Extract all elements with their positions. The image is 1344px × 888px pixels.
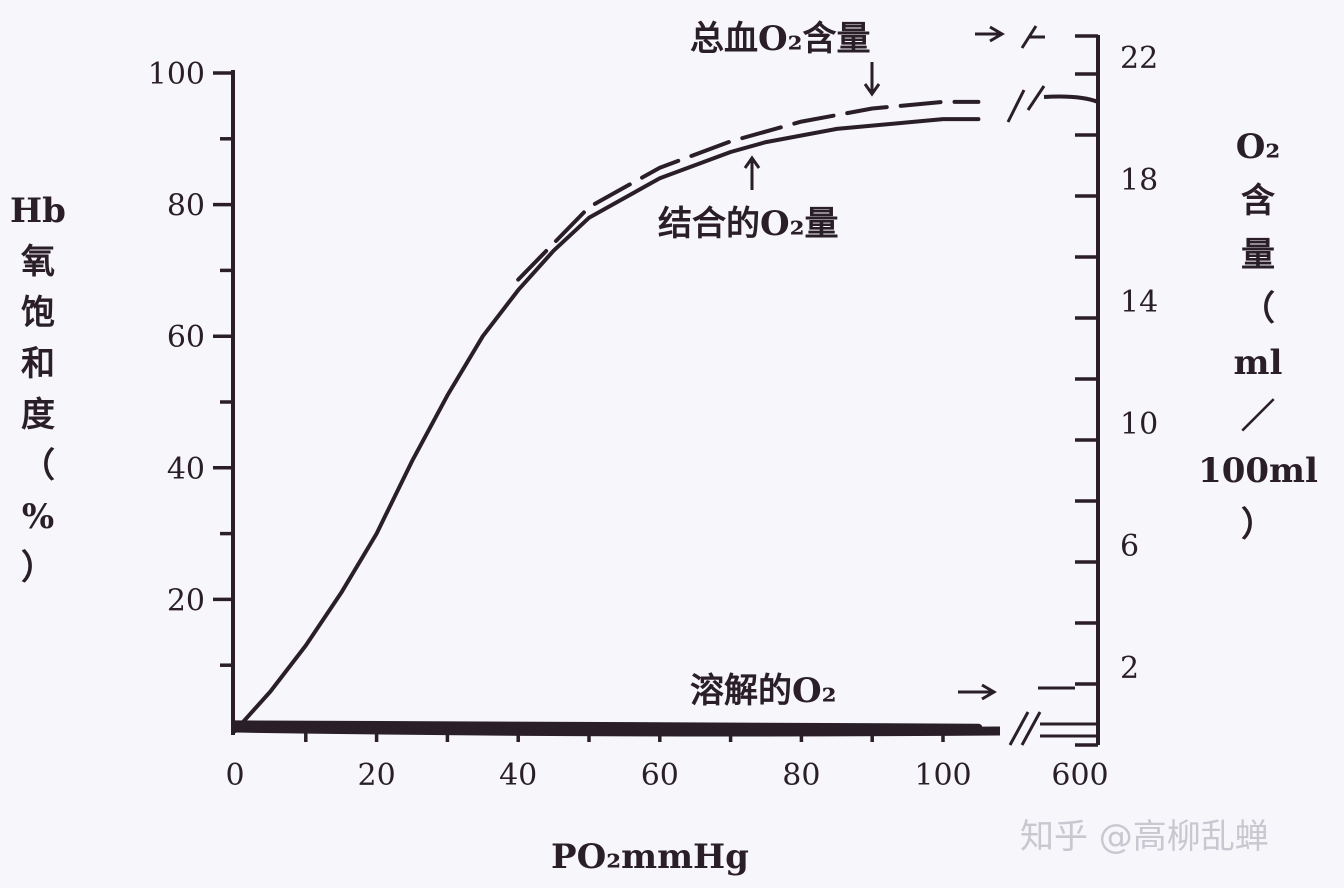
watermark: 知乎 @高柳乱蝉 [1020, 817, 1269, 857]
y-left-label-part: ） [21, 548, 55, 588]
arrow-down-icon [863, 62, 881, 97]
y-right-label-part: ml [1234, 343, 1283, 383]
y-left-tick-label: 60 [167, 320, 205, 355]
arrow-right-icon [958, 683, 997, 701]
y-left-tick-label: 40 [167, 452, 205, 487]
y-left-tick-label: 80 [167, 189, 205, 224]
x-tick-label: 60 [641, 758, 679, 793]
y-left-label-part: 和 [21, 344, 55, 384]
y-right-label-part: 量 [1241, 235, 1275, 275]
y-left-tick-label: 20 [167, 583, 205, 618]
y-right-label-part: 含 [1241, 181, 1276, 221]
annotation-total: 总血O₂含量 [690, 19, 871, 59]
y-left-label-part: 饱 [21, 293, 55, 333]
annotation-dissolved: 溶解的O₂ [690, 671, 837, 711]
x-tick-label: 80 [782, 758, 820, 793]
y-right-tick-label: 6 [1120, 529, 1139, 564]
y-right-label-part: ） [1241, 505, 1275, 545]
x-tick-label: 40 [499, 758, 537, 793]
axis-segment-600 [1040, 722, 1098, 738]
axis-break-bottom [1008, 711, 1042, 746]
y-left-label-part: 度 [21, 395, 55, 435]
series [231, 99, 983, 733]
y-right-label-part: O₂ [1236, 127, 1281, 167]
y-right-tick-label: 18 [1120, 163, 1158, 198]
y-left-label-part: （ [21, 446, 55, 486]
x-axis [232, 723, 1001, 737]
y-right-label-part: 100ml [1198, 451, 1318, 491]
x-tick-label: 600 [1051, 758, 1108, 793]
y-right-tick-label: 10 [1120, 407, 1158, 442]
y-right-tick-label: 2 [1120, 651, 1139, 686]
x-tick-label: 20 [358, 758, 396, 793]
y-right-tick-label: 22 [1120, 41, 1158, 76]
total-600-segment [1043, 94, 1099, 104]
axis-break-top [1006, 85, 1046, 123]
y-right-label-part: （ [1241, 289, 1275, 329]
y-left-tick-label: 100 [148, 57, 205, 92]
series-line-0 [233, 117, 981, 733]
x-tick-label: 100 [914, 758, 971, 793]
x-tick-label: 0 [225, 758, 244, 793]
x-axis-label: PO₂mmHg [551, 837, 749, 877]
y-right-label-part: ／ [1241, 397, 1275, 437]
series-line-1 [516, 99, 981, 282]
arrow-up-icon [743, 155, 761, 190]
axes [213, 25, 1100, 747]
y-left-label-part: Hb [10, 191, 66, 231]
y-left-label-part: % [22, 497, 54, 537]
y-right-tick-label: 14 [1120, 285, 1158, 320]
arrow-right-icon [975, 25, 1045, 49]
y-left-label-part: 氧 [21, 242, 55, 282]
annotation-bound: 结合的O₂量 [658, 204, 839, 244]
series-line-2 [231, 720, 983, 732]
